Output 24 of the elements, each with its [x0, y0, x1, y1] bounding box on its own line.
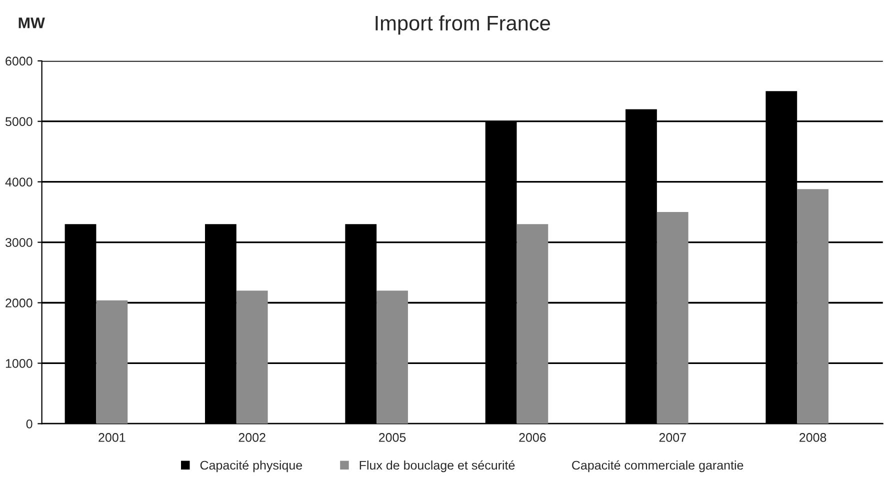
y-tick-label: 0 — [26, 419, 32, 428]
y-tick-label: 5000 — [6, 117, 32, 126]
x-tick-label: 2008 — [800, 433, 826, 442]
bar — [376, 290, 408, 424]
y-tick-label: 1000 — [6, 359, 32, 368]
x-tick-label: 2005 — [378, 433, 406, 442]
bar — [96, 300, 128, 424]
x-tick-label: 2006 — [519, 433, 546, 442]
y-tick-label: 2000 — [6, 298, 32, 308]
y-tick-label: 3000 — [5, 238, 32, 247]
bar — [797, 189, 828, 424]
legend-label: Flux de bouclage et sécurité — [360, 460, 515, 472]
x-tick-label: 2002 — [238, 433, 266, 442]
bar — [236, 290, 268, 424]
legend-label: Capacité physique — [200, 460, 302, 472]
bar — [516, 224, 548, 424]
y-axis-title: MW — [18, 18, 45, 28]
x-tick-label: 2007 — [659, 433, 686, 442]
x-tick-label: 2001 — [98, 433, 126, 442]
y-tick-label: 4000 — [5, 178, 32, 186]
chart-title: Import from France — [376, 15, 550, 35]
bar — [656, 212, 688, 424]
text: Capacité commerciale garantie — [572, 460, 744, 472]
y-tick-label: 6000 — [6, 56, 32, 66]
